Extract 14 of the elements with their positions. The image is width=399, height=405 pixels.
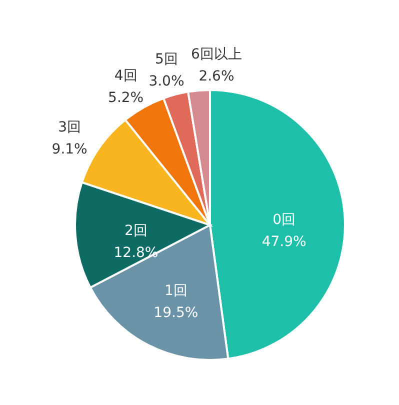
slice-label: 4回 bbox=[114, 68, 138, 84]
slice-label: 1回 bbox=[164, 282, 188, 299]
slice-label: 5回 bbox=[155, 52, 178, 68]
data-label: 2.6% bbox=[198, 68, 234, 85]
slice-label: 3回 bbox=[58, 119, 82, 136]
slice-label: 6回以上 bbox=[191, 46, 242, 63]
data-label: 19.5% bbox=[154, 304, 198, 321]
data-label: 5.2% bbox=[108, 90, 144, 106]
data-label: 9.1% bbox=[52, 141, 88, 158]
data-label: 47.9% bbox=[262, 234, 306, 250]
slice-label: 0回 bbox=[272, 212, 296, 228]
data-label: 12.8% bbox=[114, 244, 158, 261]
slice-label: 2回 bbox=[124, 222, 148, 239]
data-label: 3.0% bbox=[148, 74, 184, 90]
